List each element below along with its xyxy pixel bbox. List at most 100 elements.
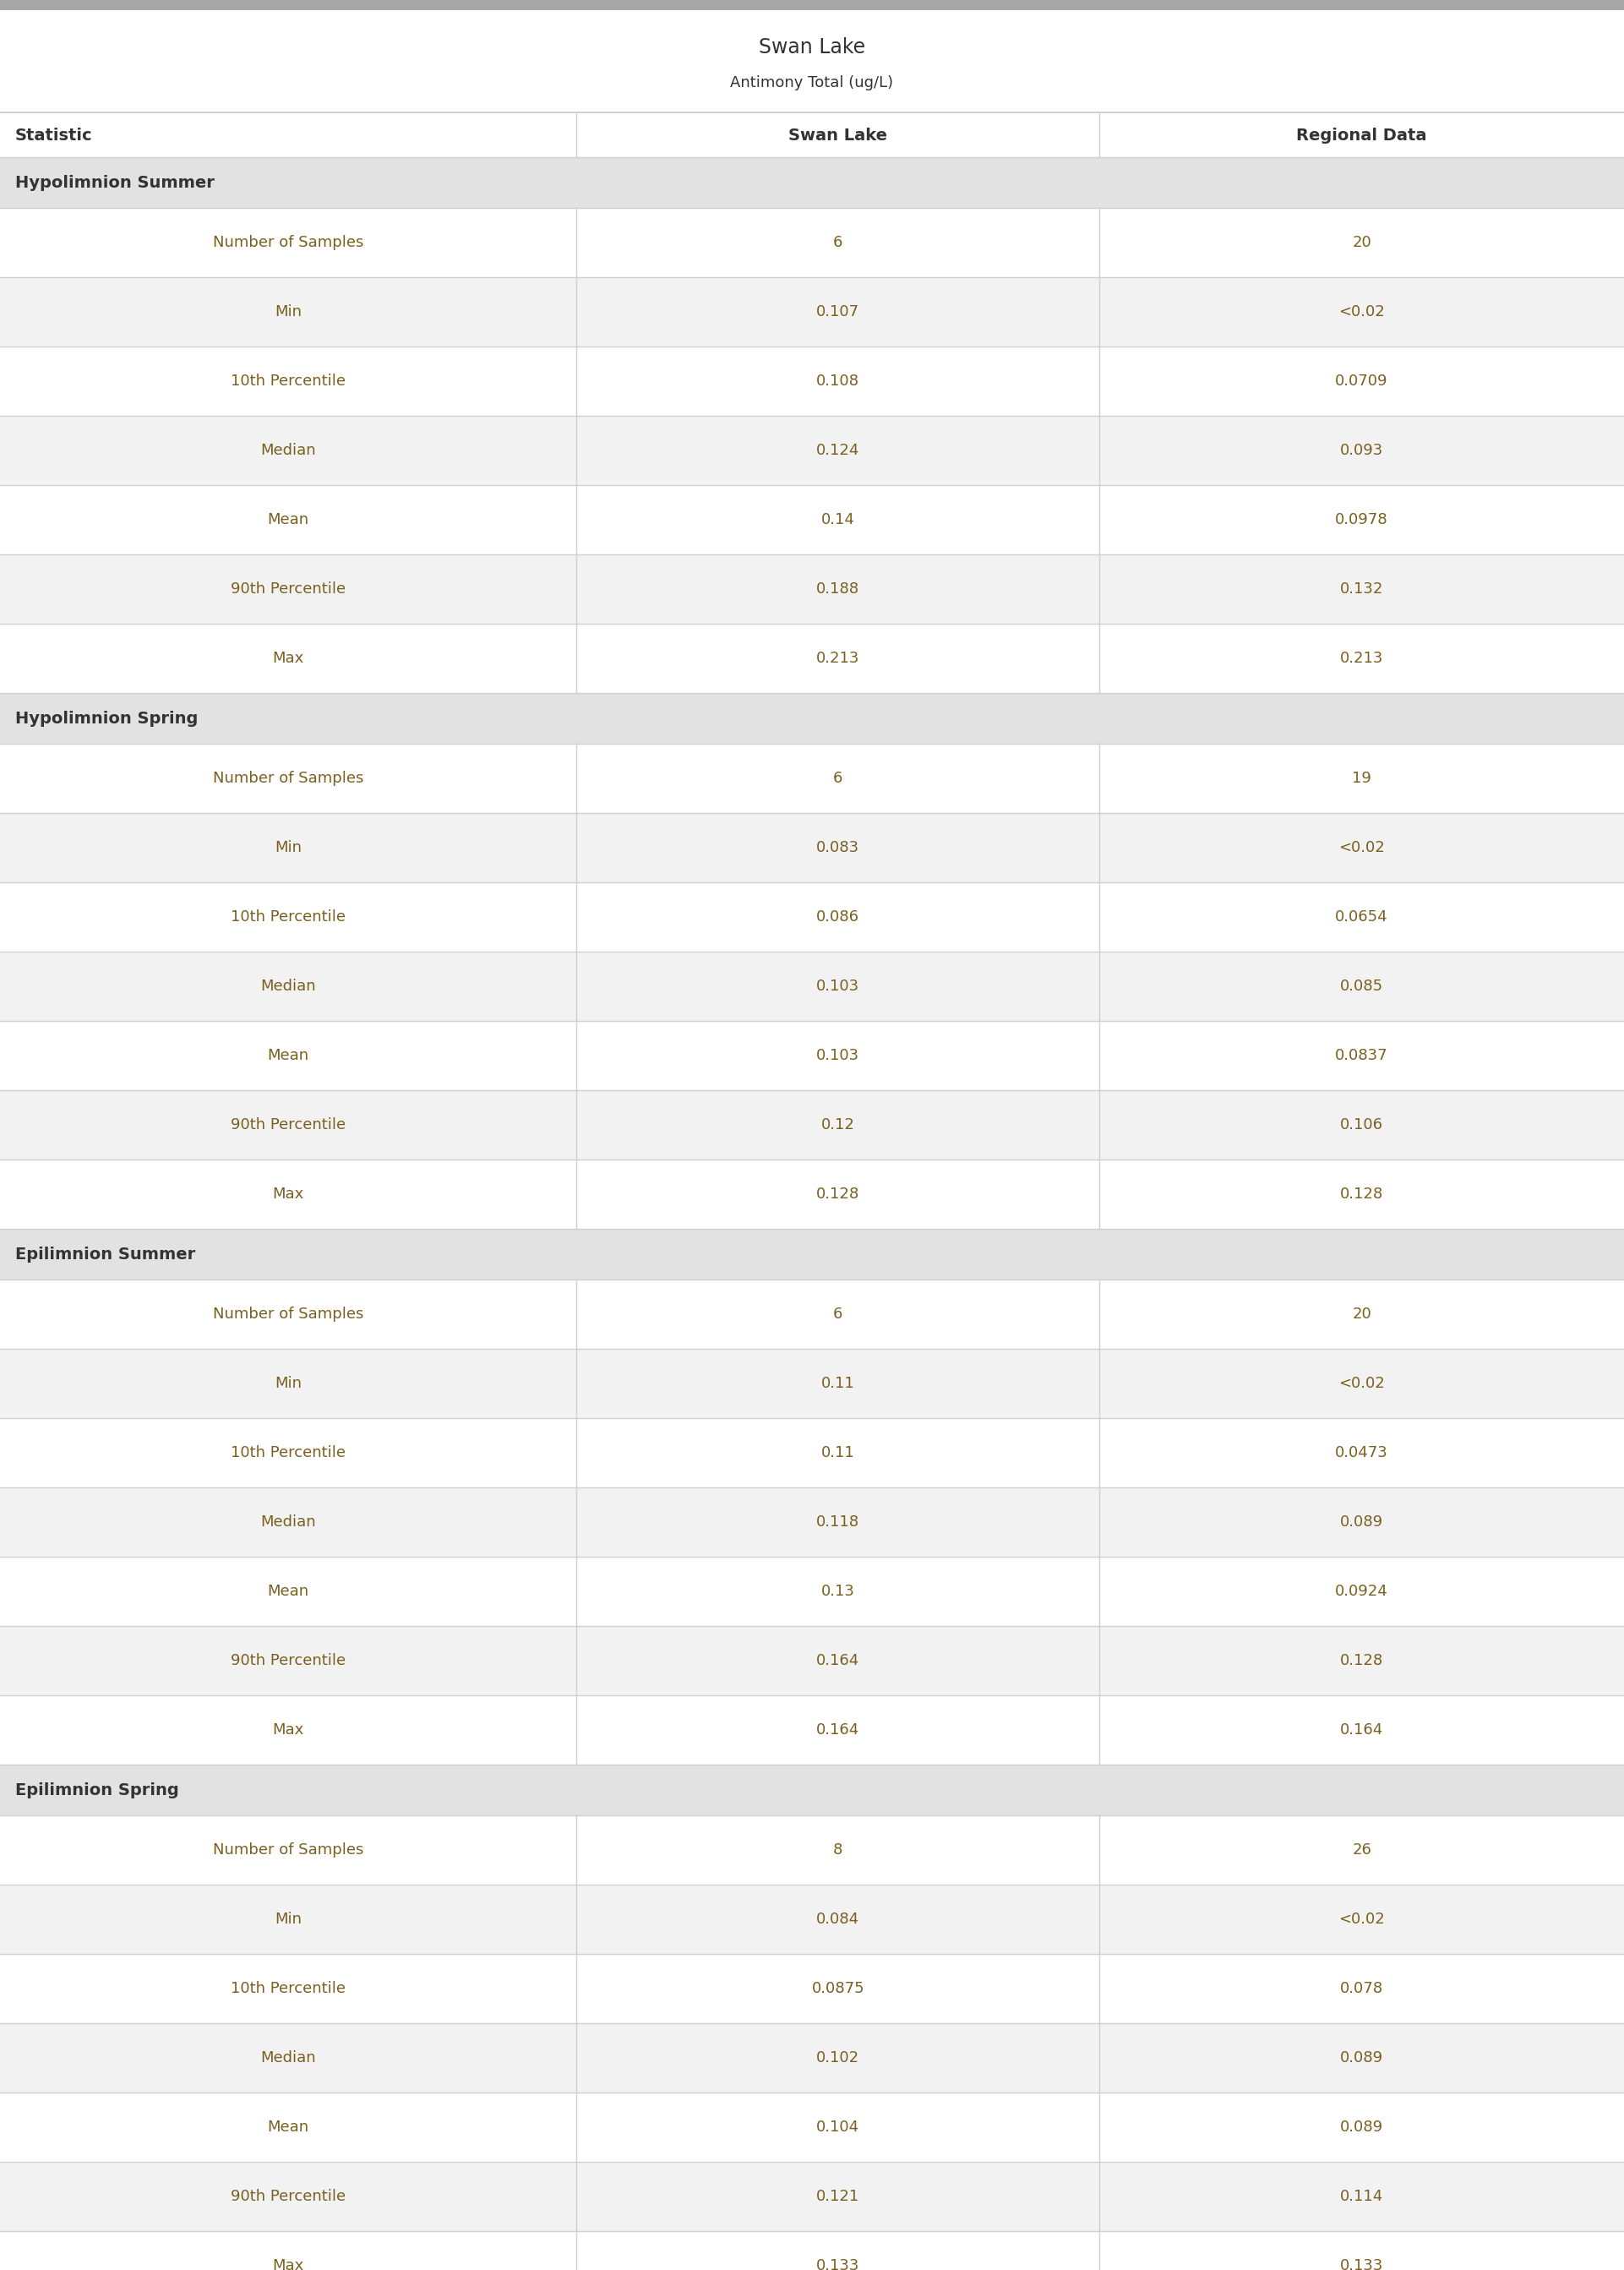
Text: 0.128: 0.128	[1340, 1653, 1384, 1668]
Bar	[0, 883, 1624, 951]
Text: 0.188: 0.188	[817, 581, 859, 597]
Text: Median: Median	[260, 443, 317, 459]
Text: 0.108: 0.108	[817, 375, 859, 388]
Text: 0.084: 0.084	[817, 1911, 859, 1927]
Text: 0.164: 0.164	[1340, 1723, 1384, 1737]
Bar	[0, 1954, 1624, 2023]
Text: 0.089: 0.089	[1340, 2050, 1384, 2066]
Text: 0.103: 0.103	[817, 978, 859, 994]
Bar	[0, 2093, 1624, 2161]
Text: <0.02: <0.02	[1338, 1911, 1385, 1927]
Text: 0.089: 0.089	[1340, 1514, 1384, 1530]
Text: <0.02: <0.02	[1338, 840, 1385, 856]
Text: 0.0978: 0.0978	[1335, 513, 1389, 527]
Text: 0.086: 0.086	[817, 910, 859, 924]
Bar	[0, 1348, 1624, 1419]
Text: 20: 20	[1353, 1308, 1371, 1321]
Text: <0.02: <0.02	[1338, 1376, 1385, 1392]
Text: 0.128: 0.128	[1340, 1187, 1384, 1201]
Text: Max: Max	[273, 1187, 304, 1201]
Text: 0.102: 0.102	[817, 2050, 859, 2066]
Text: Min: Min	[274, 1376, 302, 1392]
Text: 0.213: 0.213	[1340, 651, 1384, 665]
Text: Epilimnion Spring: Epilimnion Spring	[15, 1782, 179, 1798]
Bar	[0, 277, 1624, 347]
Text: 0.0924: 0.0924	[1335, 1584, 1389, 1598]
Bar	[0, 692, 1624, 745]
Text: Median: Median	[260, 978, 317, 994]
Text: Number of Samples: Number of Samples	[213, 234, 364, 250]
Text: Statistic: Statistic	[15, 127, 93, 143]
Bar	[0, 9, 1624, 111]
Text: 90th Percentile: 90th Percentile	[231, 1117, 346, 1133]
Text: 26: 26	[1353, 1843, 1371, 1857]
Bar	[0, 1160, 1624, 1228]
Bar	[0, 1557, 1624, 1625]
Bar	[0, 1625, 1624, 1696]
Text: 0.128: 0.128	[817, 1187, 859, 1201]
Text: 0.118: 0.118	[817, 1514, 859, 1530]
Text: 0.0875: 0.0875	[812, 1982, 864, 1995]
Text: Max: Max	[273, 651, 304, 665]
Bar	[0, 813, 1624, 883]
Text: 0.13: 0.13	[822, 1584, 854, 1598]
Text: 0.0837: 0.0837	[1335, 1049, 1389, 1062]
Bar	[0, 415, 1624, 486]
Bar	[0, 1228, 1624, 1280]
Text: 90th Percentile: 90th Percentile	[231, 2188, 346, 2204]
Text: Mean: Mean	[268, 513, 309, 527]
Text: 10th Percentile: 10th Percentile	[231, 1982, 346, 1995]
Bar	[0, 157, 1624, 209]
Text: 10th Percentile: 10th Percentile	[231, 375, 346, 388]
Text: 0.11: 0.11	[822, 1376, 854, 1392]
Bar	[0, 1280, 1624, 1348]
Bar	[0, 1696, 1624, 1764]
Bar	[0, 1764, 1624, 1816]
Bar	[0, 2023, 1624, 2093]
Bar	[0, 0, 1624, 9]
Text: Hypolimnion Spring: Hypolimnion Spring	[15, 711, 198, 726]
Text: Min: Min	[274, 304, 302, 320]
Text: 0.104: 0.104	[817, 2120, 859, 2134]
Text: 0.133: 0.133	[817, 2259, 859, 2270]
Text: 19: 19	[1353, 772, 1371, 785]
Bar	[0, 2231, 1624, 2270]
Text: 0.133: 0.133	[1340, 2259, 1384, 2270]
Text: 0.0709: 0.0709	[1335, 375, 1389, 388]
Text: 0.11: 0.11	[822, 1446, 854, 1460]
Text: 0.078: 0.078	[1340, 1982, 1384, 1995]
Text: Swan Lake: Swan Lake	[789, 127, 887, 143]
Text: Mean: Mean	[268, 1584, 309, 1598]
Bar	[0, 951, 1624, 1022]
Bar	[0, 486, 1624, 554]
Bar	[0, 1487, 1624, 1557]
Text: Max: Max	[273, 1723, 304, 1737]
Text: 10th Percentile: 10th Percentile	[231, 910, 346, 924]
Text: 0.164: 0.164	[817, 1653, 859, 1668]
Text: Hypolimnion Summer: Hypolimnion Summer	[15, 175, 214, 191]
Text: Max: Max	[273, 2259, 304, 2270]
Bar	[0, 624, 1624, 692]
Bar	[0, 1884, 1624, 1954]
Text: 0.114: 0.114	[1340, 2188, 1384, 2204]
Text: 0.106: 0.106	[1340, 1117, 1384, 1133]
Bar	[0, 1419, 1624, 1487]
Text: Number of Samples: Number of Samples	[213, 1843, 364, 1857]
Text: 20: 20	[1353, 234, 1371, 250]
Text: Mean: Mean	[268, 1049, 309, 1062]
Text: 0.103: 0.103	[817, 1049, 859, 1062]
Text: 0.083: 0.083	[817, 840, 859, 856]
Text: 0.14: 0.14	[822, 513, 854, 527]
Bar	[0, 114, 1624, 157]
Text: Number of Samples: Number of Samples	[213, 772, 364, 785]
Text: 0.132: 0.132	[1340, 581, 1384, 597]
Text: 0.12: 0.12	[822, 1117, 854, 1133]
Text: 8: 8	[833, 1843, 843, 1857]
Text: 0.0654: 0.0654	[1335, 910, 1389, 924]
Text: 0.089: 0.089	[1340, 2120, 1384, 2134]
Bar	[0, 2161, 1624, 2231]
Text: 90th Percentile: 90th Percentile	[231, 581, 346, 597]
Text: 0.085: 0.085	[1340, 978, 1384, 994]
Bar	[0, 1816, 1624, 1884]
Bar	[0, 1022, 1624, 1090]
